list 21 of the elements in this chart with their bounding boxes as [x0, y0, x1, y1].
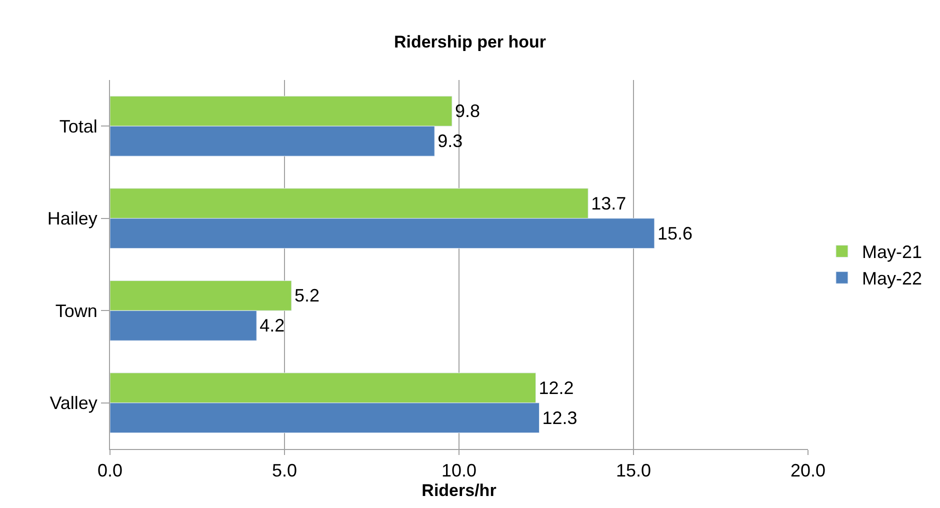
- y-tick-label: Hailey: [47, 208, 98, 229]
- data-label: 15.6: [657, 223, 692, 244]
- data-label: 5.2: [294, 286, 320, 306]
- x-axis-title: Riders/hr: [422, 481, 497, 500]
- x-tick-label: 5.0: [272, 460, 298, 481]
- data-label: 4.2: [260, 316, 285, 336]
- y-tick-label: Valley: [50, 393, 98, 414]
- data-label: 12.2: [538, 378, 574, 398]
- x-tick-label: 10.0: [441, 460, 477, 481]
- y-tick-label: Total: [59, 116, 98, 136]
- legend-label: May-22: [862, 268, 922, 289]
- data-label: 9.3: [438, 131, 463, 152]
- data-label: 9.8: [455, 101, 480, 122]
- y-tick-label: Town: [55, 300, 98, 321]
- data-label: 13.7: [591, 193, 626, 214]
- x-tick-label: 15.0: [616, 460, 652, 481]
- x-tick-label: 20.0: [790, 460, 826, 481]
- data-label: 12.3: [542, 408, 578, 428]
- chart-title: Ridership per hour: [394, 32, 546, 52]
- legend-label: May-21: [862, 242, 922, 262]
- x-tick-label: 0.0: [97, 460, 123, 481]
